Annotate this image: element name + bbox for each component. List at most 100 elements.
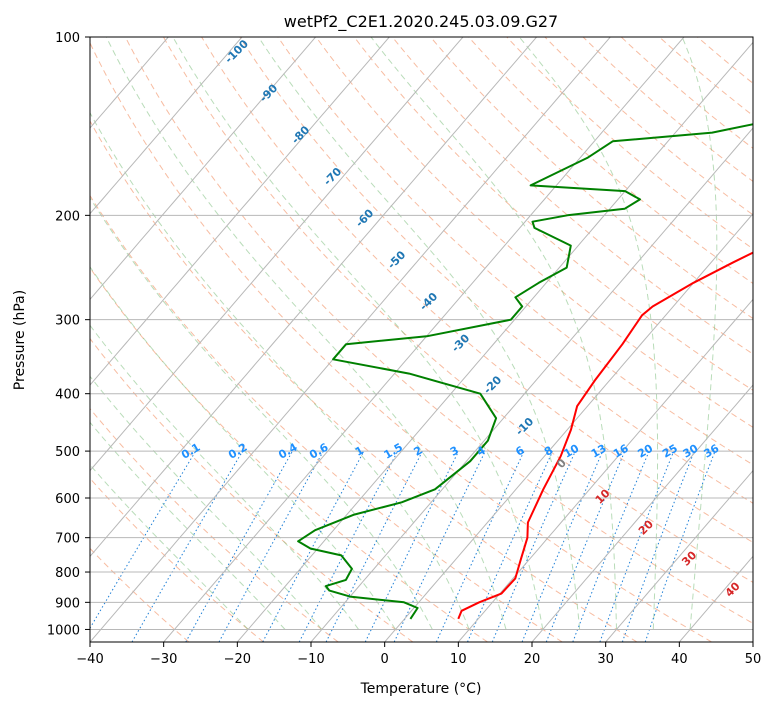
isotherm-label: -100 [222, 37, 251, 66]
chart-title: wetPf2_C2E1.2020.245.03.09.G27 [284, 12, 558, 32]
temperature-profile-line [457, 251, 753, 620]
y-tick-label: 200 [55, 209, 80, 224]
mixing-ratio-label: 0.2 [226, 441, 249, 462]
mixing-ratio-label: 20 [635, 442, 655, 461]
dry-adiabat-line [90, 337, 414, 642]
moist-adiabat-line [172, 37, 544, 630]
x-tick-label: 20 [524, 652, 541, 667]
x-tick-label: 10 [450, 652, 467, 667]
mixing-ratio-line [545, 450, 626, 642]
dry-adiabat-line [90, 194, 563, 642]
isotherm-line [90, 37, 243, 215]
moist-adiabat-line [518, 37, 659, 630]
mixing-ratio-line [393, 450, 486, 642]
dry-adiabat-line [124, 37, 753, 624]
dewpoint-profile-line [297, 123, 753, 620]
isotherm-line [163, 37, 685, 642]
y-tick-label: 1000 [47, 623, 80, 638]
x-tick-label: 30 [597, 652, 614, 667]
mixing-ratio-line [521, 450, 604, 642]
moist-adiabat-line [90, 111, 470, 630]
isotherm-line [384, 212, 753, 642]
moist-adiabat-line [90, 464, 249, 630]
isotherm-line [678, 555, 753, 642]
mixing-ratio-label: 0.1 [179, 441, 202, 462]
x-tick-label: −30 [150, 652, 177, 667]
dry-adiabat-line [392, 37, 753, 355]
dry-adiabat-line [90, 120, 638, 642]
dry-adiabat-line [90, 41, 712, 642]
isotherm-line [457, 298, 753, 642]
x-tick-label: 0 [381, 652, 389, 667]
isotherm-label: -40 [417, 290, 440, 313]
mixing-ratio-label: 30 [681, 442, 701, 461]
isotherm-line [236, 41, 753, 642]
dry-adiabat-line [620, 37, 753, 149]
dry-adiabat-line [582, 37, 753, 183]
isotherm-label: 20 [636, 517, 656, 537]
isotherm-line [605, 469, 753, 642]
y-axis-label: Pressure (hPa) [12, 290, 28, 390]
dry-adiabat-line [659, 37, 753, 117]
isotherm-label: -20 [481, 373, 504, 396]
mixing-ratio-line [491, 450, 576, 642]
mixing-ratio-line [364, 450, 460, 642]
x-tick-label: −10 [297, 652, 324, 667]
y-tick-label: 900 [55, 596, 80, 611]
isotherm-label: -60 [353, 206, 376, 229]
mixing-ratio-line [435, 450, 525, 642]
dry-adiabat-line [315, 37, 753, 428]
moist-adiabat-line [90, 421, 286, 630]
mixing-ratio-line [621, 450, 695, 642]
isotherm-line [90, 37, 390, 386]
mixing-ratio-line [218, 450, 324, 642]
mixing-ratio-line [572, 450, 650, 642]
moist-adiabat-line [681, 37, 718, 630]
mixing-ratio-line [467, 450, 554, 642]
isotherm-label: -10 [513, 415, 536, 438]
dry-adiabat-line [90, 266, 488, 642]
x-axis-label: Temperature (°C) [360, 681, 482, 697]
label-layer: 0.1 0.2 0.4 0.6 1 1.5 2 3 4 6 8 10 13 16 20 25 30 36-100-… [179, 37, 743, 600]
moist-adiabat-line [90, 375, 323, 630]
isotherm-label: -70 [321, 165, 344, 188]
mixing-ratio-label: 13 [589, 442, 609, 461]
moist-adiabat-line [90, 197, 433, 630]
mixing-ratio-label: 0.4 [276, 440, 300, 461]
y-tick-label: 600 [55, 492, 80, 507]
y-tick-label: 700 [55, 532, 80, 547]
background-lines [90, 37, 753, 642]
series-layer [297, 123, 753, 620]
isotherm-label: -50 [385, 248, 408, 271]
isotherm-line [310, 127, 753, 642]
y-tick-label: 100 [55, 31, 80, 46]
isotherm-line [90, 37, 464, 472]
y-tick-label: 400 [55, 388, 80, 403]
isotherm-line [90, 37, 316, 301]
moist-adiabat-line [257, 37, 581, 630]
moist-adiabat-line [90, 266, 396, 630]
dry-adiabat-line [277, 37, 753, 466]
mixing-ratio-line [262, 450, 365, 642]
x-tick-label: 50 [745, 652, 762, 667]
moist-adiabat-line [105, 37, 507, 630]
mixing-ratio-line [325, 450, 423, 642]
x-tick-label: −20 [224, 652, 251, 667]
dry-adiabat-line [430, 37, 753, 320]
dry-adiabat-line [90, 477, 264, 642]
isotherm-label: 30 [679, 548, 699, 568]
x-tick-label: −40 [76, 652, 103, 667]
isotherm-label: -80 [289, 123, 312, 146]
y-tick-label: 800 [55, 566, 80, 581]
isotherm-line [90, 37, 537, 558]
isotherm-line [531, 384, 753, 642]
mixing-ratio-label: 1.5 [382, 441, 405, 462]
isotherm-label: 40 [723, 579, 743, 599]
mixing-ratio-label: 0.6 [307, 440, 331, 461]
dry-adiabat-line [201, 37, 753, 543]
x-tick-label: 40 [671, 652, 688, 667]
axis-layer: −40 −30 −20 −10 0 10 20 30 40 50 100 200 300 400 500 60… [47, 31, 761, 667]
mixing-ratio-line [644, 450, 716, 642]
mixing-ratio-line [298, 450, 399, 642]
y-tick-label: 300 [55, 314, 80, 329]
